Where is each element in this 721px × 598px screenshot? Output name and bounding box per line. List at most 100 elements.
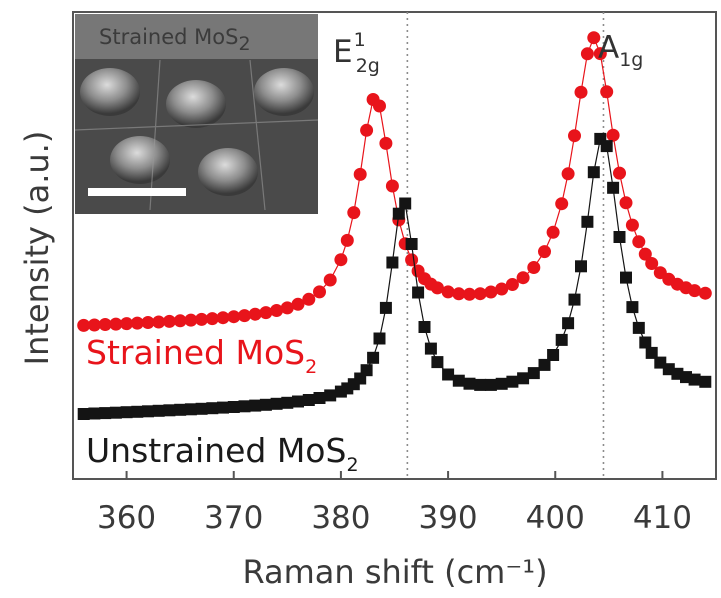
strained-data-point [484, 285, 498, 299]
unstrained-data-point [538, 358, 551, 371]
strained-data-point [405, 253, 419, 267]
strained-data-point [205, 312, 219, 326]
strained-data-point [347, 206, 361, 220]
strained-series [77, 31, 712, 332]
unstrained-data-point [373, 332, 386, 345]
sem-dome [80, 68, 140, 116]
unstrained-data-point [367, 351, 380, 364]
unstrained-data-point [562, 317, 575, 330]
unstrained-data-point [386, 256, 399, 269]
unstrained-data-point [270, 397, 283, 410]
unstrained-data-point [484, 378, 497, 391]
unstrained-data-point [639, 336, 652, 349]
unstrained-data-point [131, 405, 144, 418]
unstrained-data-point [463, 377, 476, 390]
x-axis-ticks: 360 370 380 390 400 410 [97, 471, 692, 536]
x-tick-label: 410 [633, 500, 692, 536]
strained-data-point [613, 166, 626, 180]
strained-data-point [270, 304, 284, 317]
unstrained-series [77, 132, 712, 420]
unstrained-data-point [281, 396, 294, 409]
unstrained-data-point [632, 321, 645, 334]
strained-data-point [495, 282, 509, 296]
strained-data-point [152, 315, 166, 329]
strained-data-point [130, 316, 144, 330]
strained-data-point [360, 123, 374, 137]
strained-data-point [638, 247, 652, 261]
strained-data-point [184, 313, 198, 327]
strained-data-point [688, 284, 702, 298]
strained-label-main: Strained MoS [86, 333, 305, 372]
unstrained-data-point [379, 301, 392, 314]
strained-data-point [373, 99, 386, 113]
sem-scale-bar [88, 188, 186, 196]
a1g-label-sub: 1g [619, 49, 643, 71]
x-tick-label: 370 [204, 500, 263, 536]
unstrained-series-label: Unstrained MoS2 [86, 431, 359, 476]
sem-inset-caption-main: Strained MoS [99, 25, 238, 49]
strained-data-point [379, 136, 393, 150]
x-tick-label: 390 [418, 500, 477, 536]
unstrained-data-point [418, 321, 431, 333]
e2g-label-sub: 2g [356, 55, 380, 77]
strained-data-point [323, 273, 337, 287]
strained-data-point [580, 47, 594, 61]
unstrained-data-point [452, 374, 465, 387]
unstrained-data-point [238, 400, 251, 413]
unstrained-data-point [292, 395, 304, 408]
unstrained-data-point [555, 333, 568, 346]
unstrained-label-sub: 2 [346, 454, 358, 476]
x-tick-label: 400 [526, 500, 585, 536]
unstrained-data-point [99, 407, 112, 420]
strained-data-point [441, 285, 455, 299]
unstrained-data-point [575, 260, 587, 273]
unstrained-data-point [587, 166, 600, 179]
unstrained-data-point [412, 286, 425, 299]
strained-data-point [248, 307, 262, 321]
strained-data-point [473, 287, 487, 301]
strained-data-point [574, 85, 588, 99]
strained-data-point [162, 314, 176, 328]
strained-data-point [302, 292, 316, 306]
e2g-peak-label: E1 2g [333, 29, 380, 77]
strained-data-point [555, 197, 569, 211]
strained-data-point [632, 235, 646, 249]
strained-data-point [98, 318, 112, 331]
unstrained-data-point [620, 271, 632, 284]
sem-dome [110, 136, 170, 184]
unstrained-data-point [120, 406, 133, 419]
unstrained-data-point [600, 140, 613, 153]
x-tick-label: 360 [97, 500, 156, 536]
unstrained-data-point [547, 349, 560, 361]
unstrained-data-point [527, 367, 540, 380]
strained-data-point [527, 261, 541, 274]
strained-data-point [430, 281, 444, 295]
unstrained-data-point [699, 375, 712, 388]
strained-data-point [619, 196, 633, 210]
unstrained-data-point [495, 377, 508, 390]
unstrained-data-point [152, 404, 165, 417]
unstrained-data-point [206, 402, 219, 415]
unstrained-data-point [399, 197, 412, 210]
unstrained-data-point [227, 401, 240, 413]
strained-data-point [77, 318, 91, 332]
unstrained-data-point [613, 231, 626, 243]
strained-data-point [120, 317, 134, 331]
unstrained-data-point [302, 394, 315, 406]
strained-data-point [452, 287, 466, 301]
unstrained-data-point [607, 181, 620, 194]
plot-frame [72, 11, 717, 480]
unstrained-data-point [506, 375, 519, 388]
strained-data-point [546, 225, 560, 239]
series-layer [77, 31, 712, 420]
sem-inset-caption: Strained MoS2 [99, 25, 251, 55]
sem-inset-caption-sub: 2 [238, 33, 250, 55]
unstrained-data-point [645, 346, 658, 359]
e2g-label-main: E [333, 34, 353, 70]
strained-data-point [227, 310, 241, 324]
sem-inset-caption-bar [75, 14, 318, 59]
strained-data-point [593, 47, 607, 61]
unstrained-data-point [313, 392, 326, 404]
unstrained-data-point [424, 342, 437, 355]
strained-data-point [587, 31, 601, 45]
